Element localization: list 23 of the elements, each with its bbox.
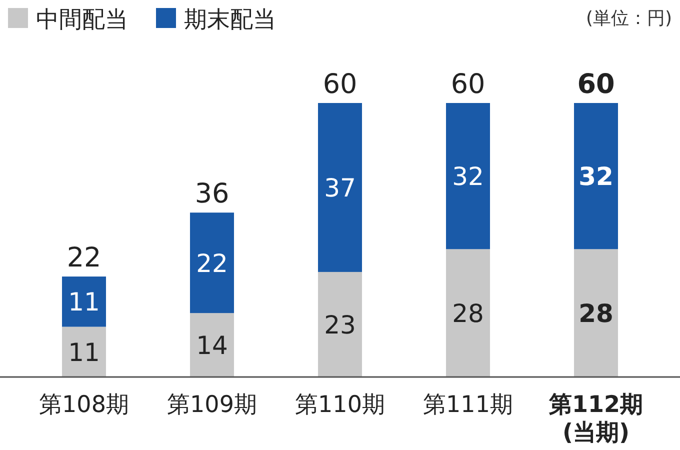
- total-label: 36: [194, 178, 230, 210]
- total-label: 60: [322, 69, 358, 100]
- x-tick-label: 第112期 (当期): [548, 392, 644, 446]
- data-label: 32: [452, 162, 484, 192]
- data-label: 11: [68, 288, 100, 317]
- legend-label: 期末配当: [184, 7, 276, 33]
- x-tick-label: 第109期: [167, 392, 257, 418]
- x-tick-label: 第111期: [423, 392, 513, 418]
- data-label: 22: [196, 248, 228, 278]
- data-label: 11: [68, 338, 100, 367]
- data-label: 28: [578, 299, 614, 328]
- total-label: 60: [450, 69, 486, 100]
- legend-label: 中間配当: [36, 7, 128, 33]
- data-label: 23: [324, 310, 356, 340]
- x-tick-label: 第108期: [39, 392, 129, 418]
- data-label: 37: [324, 173, 356, 202]
- total-label: 60: [577, 69, 615, 100]
- total-label: 22: [66, 242, 102, 274]
- x-tick-label: 第110期: [295, 392, 385, 418]
- text: (単位：円): [586, 8, 672, 29]
- data-label: 32: [578, 162, 614, 192]
- data-label: 14: [196, 331, 228, 360]
- data-label: 28: [452, 299, 484, 328]
